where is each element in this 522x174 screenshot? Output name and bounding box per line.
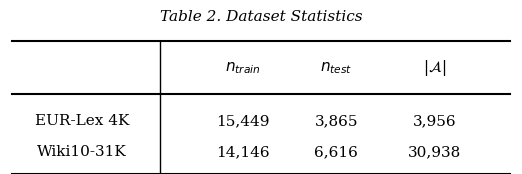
Text: $|\mathcal{A}|$: $|\mathcal{A}|$: [423, 58, 446, 78]
Text: 3,956: 3,956: [413, 114, 457, 128]
Text: $n_{train}$: $n_{train}$: [225, 60, 260, 76]
Text: $n_{test}$: $n_{test}$: [320, 60, 352, 76]
Text: 15,449: 15,449: [216, 114, 269, 128]
Text: 30,938: 30,938: [408, 145, 461, 159]
Text: EUR-Lex 4K: EUR-Lex 4K: [34, 114, 129, 128]
Text: 6,616: 6,616: [314, 145, 358, 159]
Text: Wiki10-31K: Wiki10-31K: [37, 145, 127, 159]
Text: Table 2. Dataset Statistics: Table 2. Dataset Statistics: [160, 10, 362, 24]
Text: 3,865: 3,865: [315, 114, 358, 128]
Text: 14,146: 14,146: [216, 145, 270, 159]
